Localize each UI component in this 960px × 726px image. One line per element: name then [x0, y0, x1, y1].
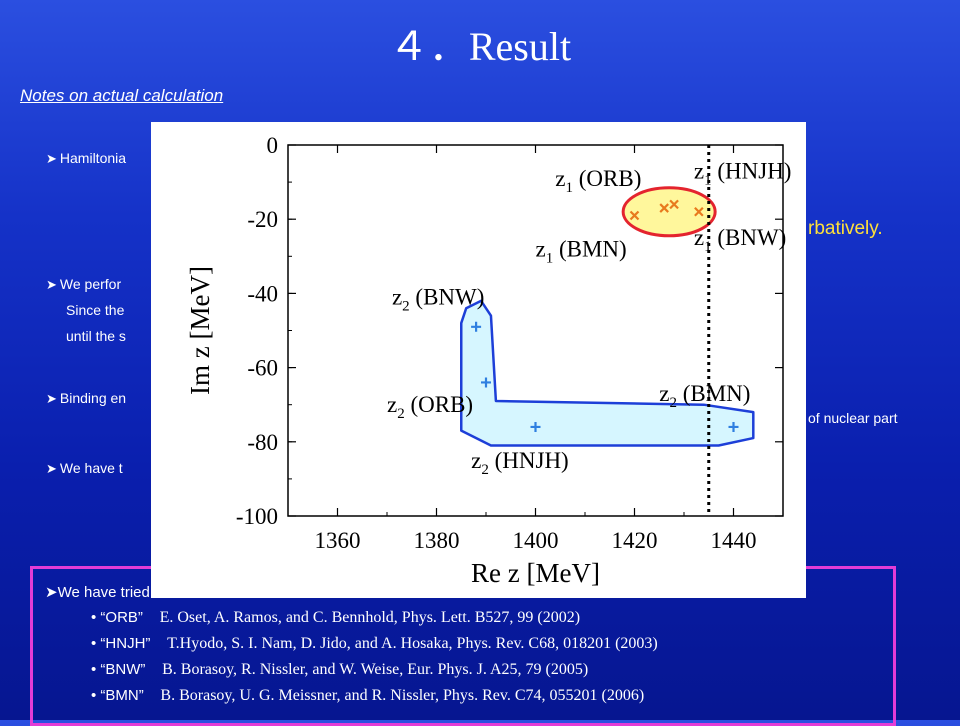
y-tick-label: -100 — [236, 504, 278, 529]
z2-point — [471, 321, 482, 332]
pole-label: z2 (BMN) — [659, 381, 750, 411]
x-tick-label: 1360 — [315, 528, 361, 553]
z2-region — [460, 299, 755, 447]
ref-bmn: • “BMN” B. Borasoy, U. G. Meissner, and … — [91, 687, 645, 704]
pole-label: z1 (ORB) — [555, 166, 641, 196]
arrow-bullet-icon: ➤ — [46, 277, 57, 292]
y-tick-label: -60 — [247, 356, 278, 381]
y-axis-label: Im z [MeV] — [185, 266, 215, 395]
arrow-bullet-icon: ➤ — [46, 461, 57, 476]
nuclear-part-text: of nuclear part — [808, 410, 898, 426]
chart-svg: 1360 1380 1400 1420 1440 0 -20 -40 -60 -80 -100 Re … — [185, 133, 792, 588]
pole-label: z1 (BNW) — [694, 225, 786, 255]
ref-bnw: • “BNW” B. Borasoy, R. Nissler, and W. W… — [91, 661, 589, 678]
y-tick-label: -40 — [247, 281, 278, 306]
bullet-we-have: ➤ We have t — [46, 460, 123, 476]
x-tick-label: 1400 — [513, 528, 559, 553]
z1-point — [629, 210, 640, 221]
bullet-until: until the s — [66, 328, 126, 344]
x-tick-label: 1420 — [612, 528, 658, 553]
z2-point — [728, 421, 739, 432]
pole-label: z2 (ORB) — [387, 392, 473, 422]
bullet-binding: ➤ Binding en — [46, 390, 127, 406]
z1-region — [621, 186, 717, 238]
y-tick-label: 0 — [267, 133, 279, 158]
arrow-bullet-icon: ➤ — [46, 151, 57, 166]
ref-hnjh: • “HNJH” T.Hyodo, S. I. Nam, D. Jido, an… — [91, 635, 658, 652]
bullet-hamiltonian: ➤ Hamiltonia — [46, 150, 127, 166]
pole-label: z2 (BNW) — [392, 285, 484, 315]
y-tick-label: -80 — [247, 430, 278, 455]
ref-orb: • “ORB” E. Oset, A. Ramos, and C. Bennho… — [91, 609, 581, 626]
arrow-bullet-icon: ➤ — [45, 584, 58, 601]
z2-point — [481, 377, 491, 388]
arrow-bullet-icon: ➤ — [46, 391, 57, 406]
x-tick-label: 1440 — [711, 528, 757, 553]
y-tick-label: -20 — [247, 207, 278, 232]
x-tick-label: 1380 — [414, 528, 460, 553]
notes-heading: Notes on actual calculation — [20, 86, 224, 105]
pole-label: z2 (HNJH) — [471, 448, 569, 478]
pole-label: z1 (HNJH) — [694, 158, 792, 188]
z2-point — [530, 421, 541, 432]
perturbatively-text: rbatively. — [808, 218, 883, 239]
z1-point — [694, 207, 704, 217]
z1-point — [659, 203, 669, 213]
bullet-since: Since the — [66, 302, 125, 318]
x-axis-label: Re z [MeV] — [471, 558, 600, 588]
pole-label: z1 (BMN) — [536, 236, 627, 266]
bullet-perform: ➤ We perfor — [46, 276, 122, 292]
pole-chart: 1360 1380 1400 1420 1440 0 -20 -40 -60 -80 -100 Re … — [151, 122, 806, 598]
z1-point — [669, 199, 679, 210]
slide-title: ４．Result — [388, 24, 572, 69]
